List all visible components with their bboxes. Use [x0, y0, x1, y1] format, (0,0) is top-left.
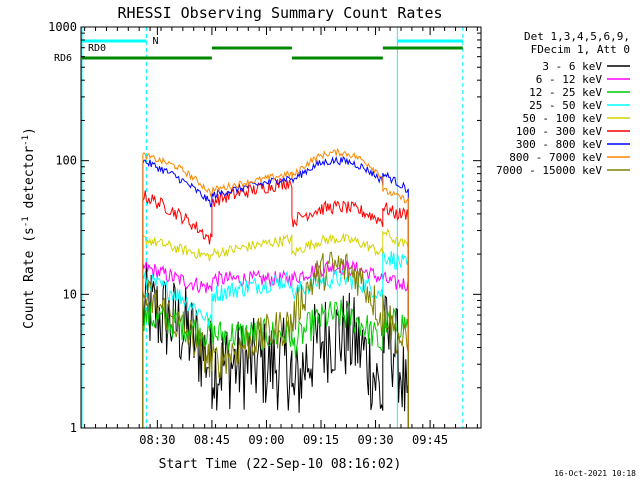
legend-label-9: 7000 - 15000 keV — [496, 164, 602, 177]
plot-frame — [80, 26, 482, 429]
night-flag-label: N — [152, 36, 158, 47]
legend-label-8: 800 - 7000 keV — [509, 151, 602, 164]
chart-title: RHESSI Observing Summary Count Rates — [117, 4, 442, 22]
x-axis-label: Start Time (22-Sep-10 08:16:02) — [159, 457, 402, 472]
series-line-5 — [142, 227, 409, 428]
x-tick-label: 08:45 — [194, 433, 230, 447]
x-tick-label: 09:30 — [357, 433, 393, 447]
series-layer — [142, 148, 409, 428]
series-line-4 — [142, 249, 409, 428]
legend-label-6: 100 - 300 keV — [516, 125, 602, 138]
legend-label-3: 12 - 25 keV — [529, 86, 602, 99]
attenuator-layer: RD0 RD6 N — [54, 27, 464, 428]
legend-label-4: 25 - 50 keV — [529, 99, 602, 112]
axes-layer: 1 10 100 1000 08:30 08:45 09:00 09:15 09:30 09:45 — [48, 20, 481, 447]
y-tick-label: 10 — [63, 287, 77, 301]
y-axis-label: Count Rate (s-1 detector-1) — [21, 127, 37, 329]
legend-label-1: 3 - 6 keV — [542, 60, 602, 73]
y-tick-label: 100 — [55, 154, 77, 168]
footer-date: 16-Oct-2021 10:18 — [554, 469, 636, 478]
legend-header-1: Det 1,3,4,5,6,9, — [524, 30, 630, 43]
x-tick-label: 09:15 — [303, 433, 339, 447]
series-line-6 — [142, 177, 409, 428]
y-tick-label: 1000 — [48, 20, 77, 34]
rd0-label: RD0 — [88, 43, 106, 54]
legend-label-7: 300 - 800 keV — [516, 138, 602, 151]
x-tick-label: 09:00 — [248, 433, 284, 447]
legend-label-2: 6 - 12 keV — [536, 73, 603, 86]
legend-label-5: 50 - 100 keV — [523, 112, 603, 125]
x-tick-label: 08:30 — [139, 433, 175, 447]
rd6-label: RD6 — [54, 53, 72, 64]
legend-header-2: FDecim 1, Att 0 — [531, 43, 630, 56]
x-tick-label: 09:45 — [412, 433, 448, 447]
y-tick-label: 1 — [70, 421, 77, 435]
series-line-1 — [142, 262, 409, 428]
series-line-8 — [142, 148, 409, 428]
series-line-7 — [142, 155, 409, 428]
series-line-9 — [142, 251, 409, 428]
